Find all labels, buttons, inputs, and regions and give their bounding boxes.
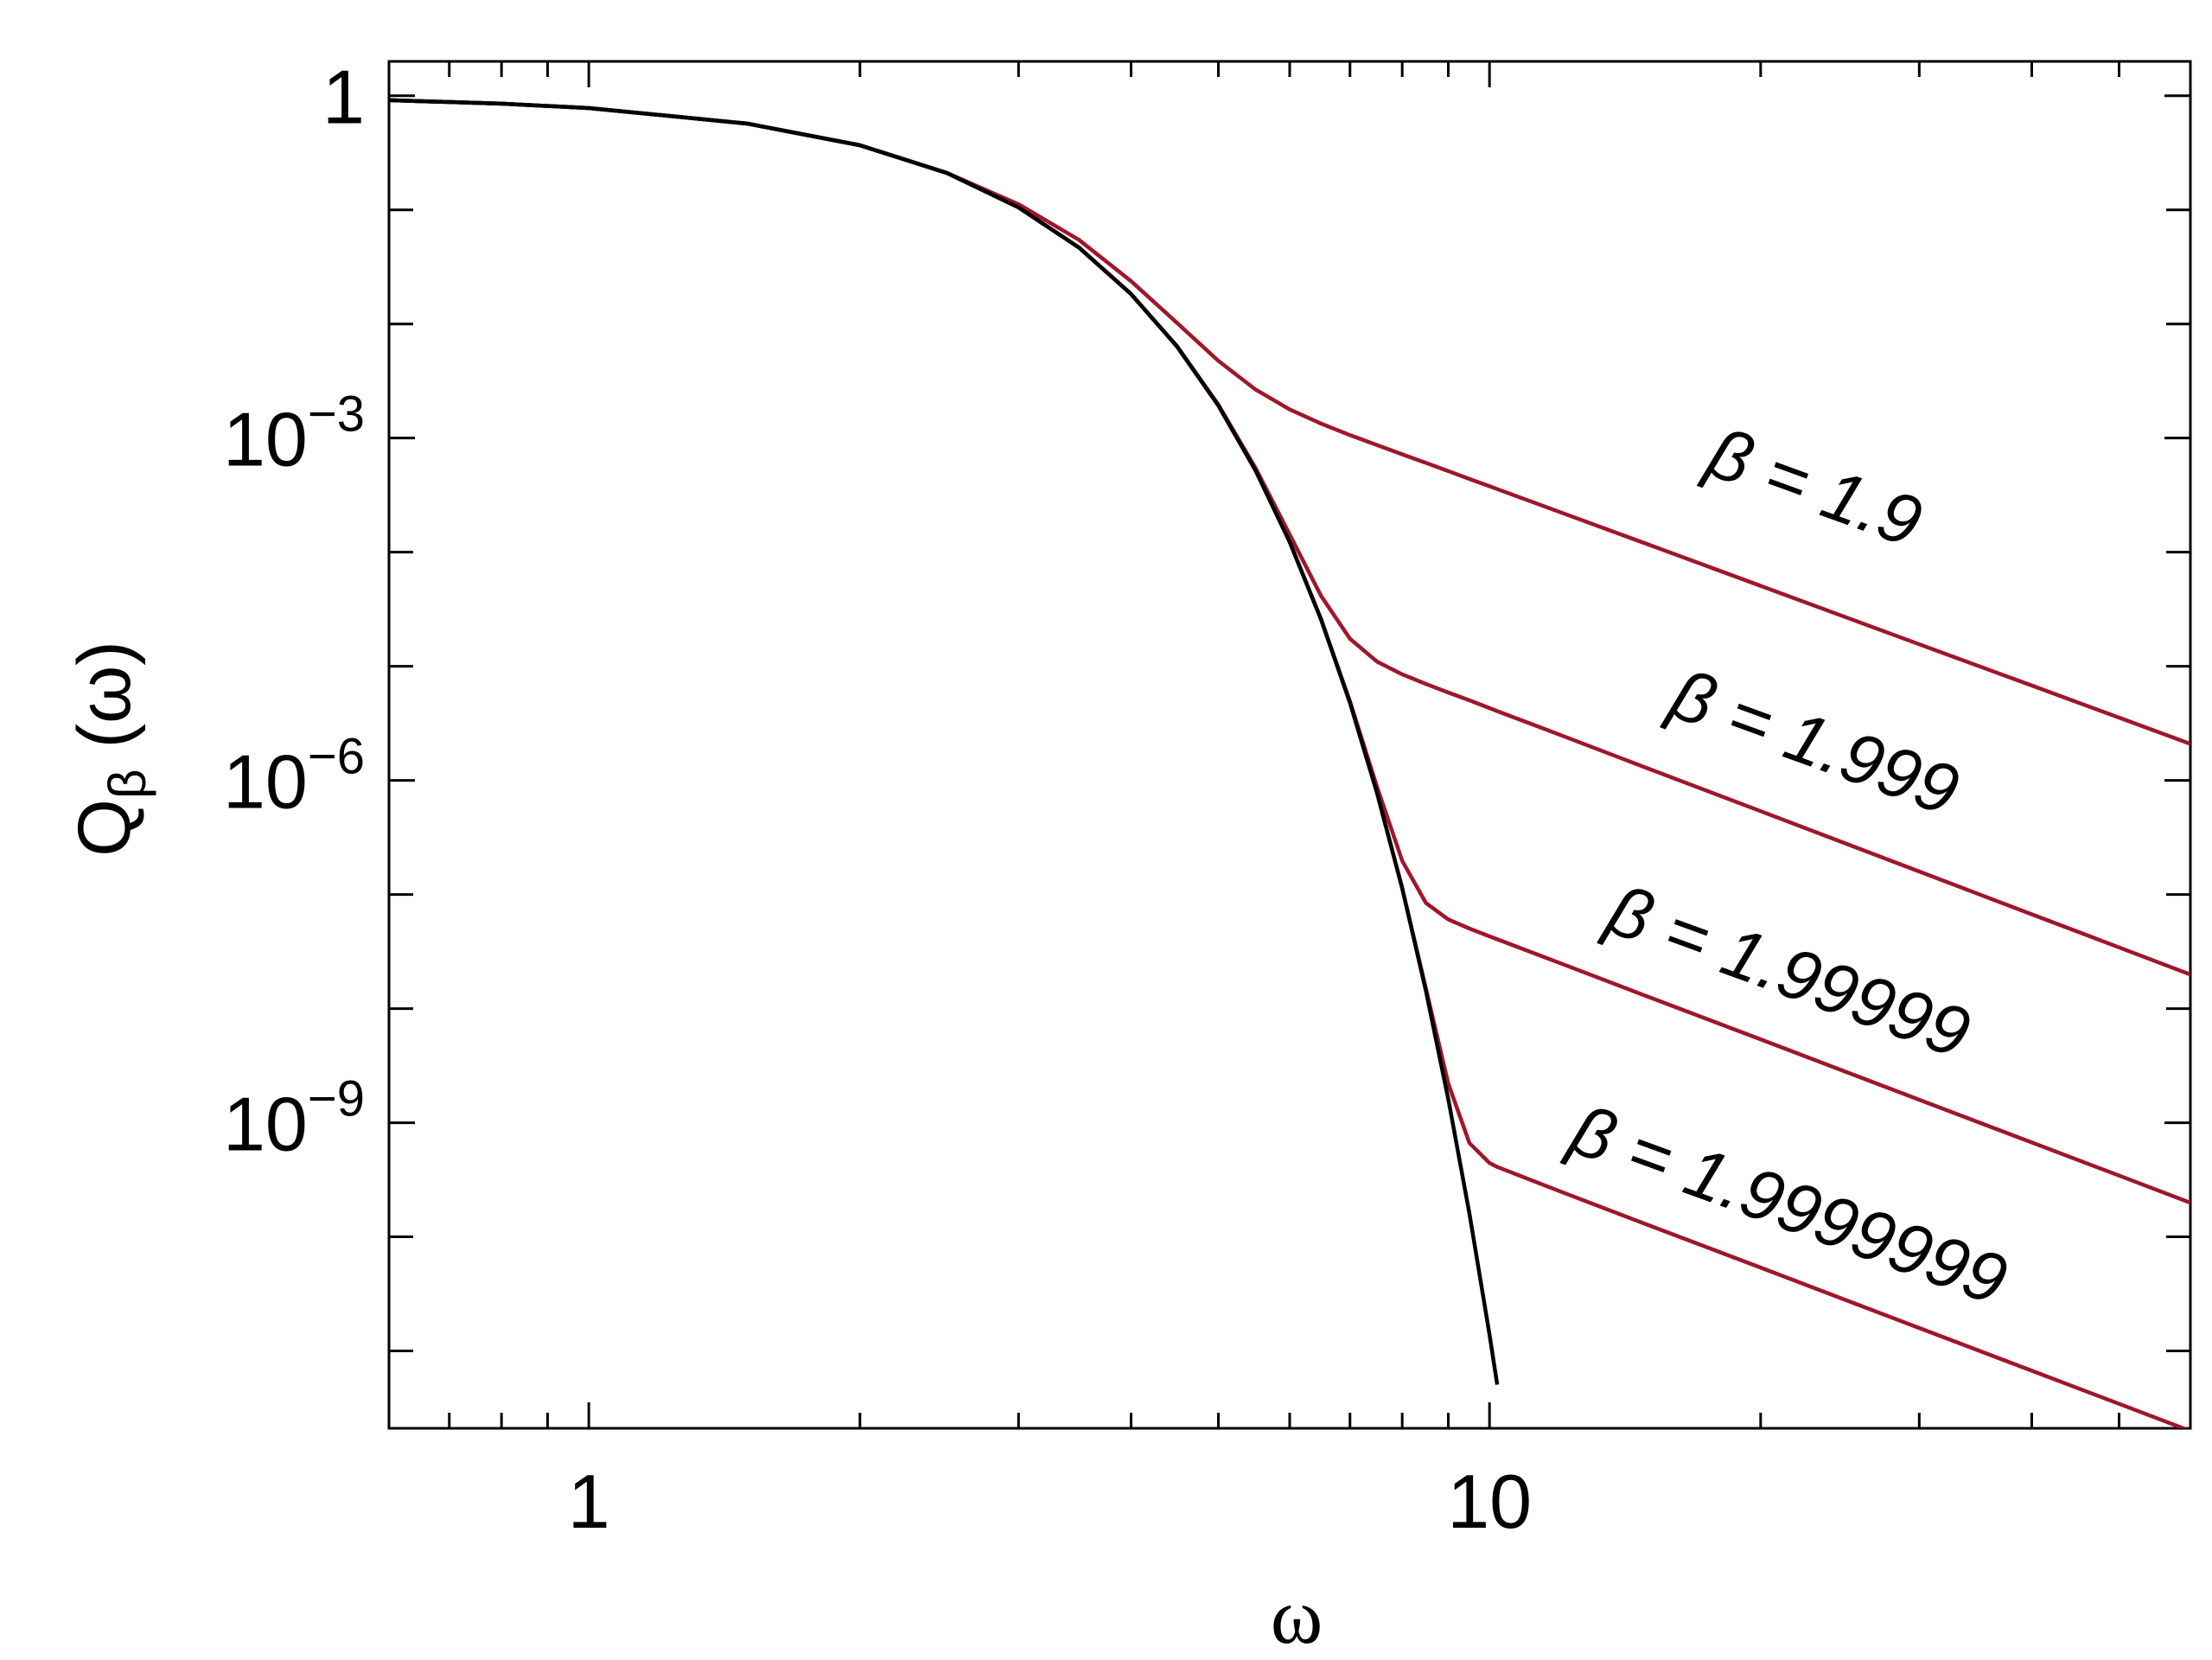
y-tick-label: 1 (322, 54, 365, 140)
line-series (389, 98, 2190, 977)
y-tick-label: 10−9 (223, 1071, 365, 1167)
x-tick-label: 10 (1447, 1459, 1532, 1544)
y-axis-label: Qβ (ω) (63, 641, 156, 857)
plot-area (389, 98, 2190, 1428)
series-label: β = 1.999 (1660, 654, 1969, 831)
x-axis-label: ω (1271, 1572, 1323, 1660)
series-label: β = 1.99999 (1597, 870, 1979, 1074)
y-tick-label: 10−3 (223, 386, 365, 482)
x-tick-label: 1 (568, 1459, 610, 1544)
series-label: β = 1.9 (1696, 412, 1931, 562)
y-tick-label: 10−6 (223, 729, 365, 825)
line-series (389, 98, 2190, 746)
series-label: β = 1.9999999 (1559, 1089, 2017, 1320)
line-series (389, 98, 1500, 1385)
